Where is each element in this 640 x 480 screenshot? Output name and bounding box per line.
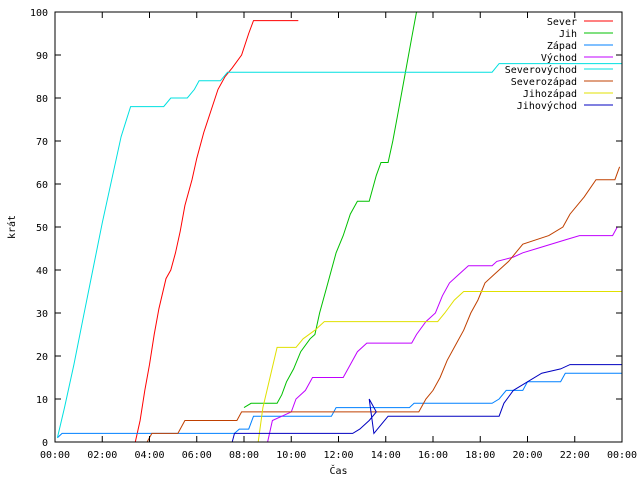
y-tick-label: 60 (36, 180, 48, 191)
y-tick-label: 70 (36, 137, 48, 148)
x-tick-label: 20:00 (512, 450, 542, 461)
y-tick-label: 90 (36, 51, 48, 62)
ticks-layer: 0 10 20 30 40 50 60 70 80 90 100 00:00 02:00 04:00 06:… (30, 8, 637, 461)
legend-label: Východ (541, 52, 577, 64)
x-tick-label: 18:00 (465, 450, 495, 461)
series-line-3 (57, 372, 622, 439)
y-tick-label: 40 (36, 266, 48, 277)
x-tick-label: 16:00 (418, 450, 448, 461)
x-tick-label: 00:00 (607, 450, 637, 461)
y-axis-label: krát (6, 215, 18, 239)
y-tick-label: 50 (36, 223, 48, 234)
x-tick-label: 08:00 (229, 450, 259, 461)
legend-label: Severozápad (511, 76, 577, 88)
y-tick-label: 100 (30, 8, 48, 19)
x-tick-label: 02:00 (87, 450, 117, 461)
series-line-5 (56, 63, 622, 438)
legend-label: Sever (547, 17, 577, 28)
legend-label: Jih (559, 29, 577, 40)
x-tick-label: 22:00 (560, 450, 590, 461)
series-line-7 (257, 291, 622, 443)
series-line-6 (146, 166, 621, 443)
series-line-1 (134, 20, 299, 443)
series-line-4 (267, 226, 622, 443)
y-tick-label: 80 (36, 94, 48, 105)
legend-label: Jihozápad (523, 88, 577, 100)
x-tick-label: 04:00 (134, 450, 164, 461)
y-tick-label: 30 (36, 309, 48, 320)
legend: SeverJihZápadVýchodSeverovýchodSeverozáp… (505, 17, 613, 112)
x-tick-label: 12:00 (323, 450, 353, 461)
series-line-2 (243, 11, 417, 409)
y-tick-label: 20 (36, 352, 48, 363)
x-tick-label: 10:00 (276, 450, 306, 461)
x-axis-label: Čas (329, 464, 347, 477)
x-tick-label: 00:00 (40, 450, 70, 461)
legend-label: Západ (547, 40, 577, 52)
series-layer (56, 11, 622, 443)
y-tick-label: 10 (36, 395, 48, 406)
legend-label: Severovýchod (505, 64, 577, 76)
x-tick-label: 14:00 (371, 450, 401, 461)
legend-label: Jihovýchod (517, 100, 577, 112)
series-line-8 (231, 364, 622, 443)
x-tick-label: 06:00 (182, 450, 212, 461)
y-tick-label: 0 (42, 438, 48, 449)
